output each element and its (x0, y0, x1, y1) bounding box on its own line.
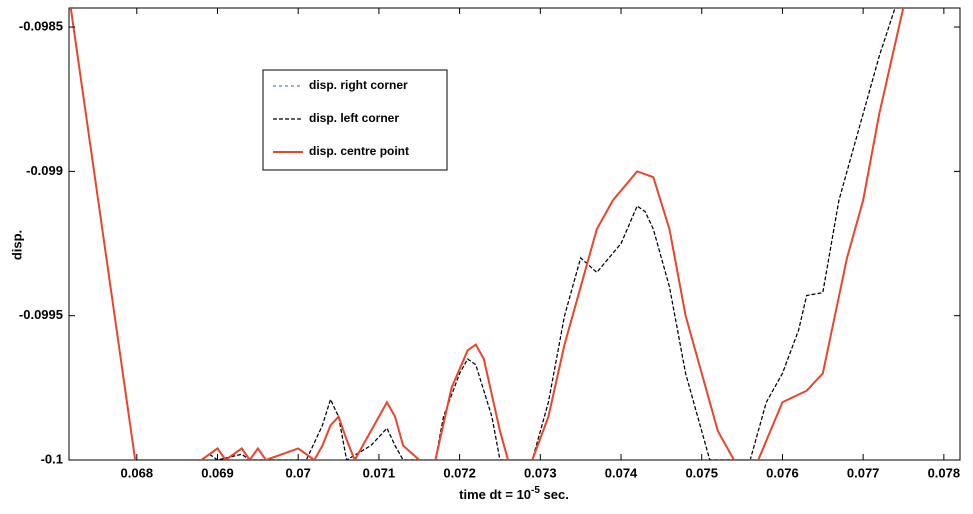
x-tick-label: 0.075 (685, 465, 718, 480)
plot-area (68, 7, 961, 461)
lines (69, 8, 905, 460)
y-tick-label: -0.1 (41, 451, 63, 466)
x-tick-label: 0.068 (121, 465, 154, 480)
legend-label: disp. right corner (309, 78, 408, 92)
series-line (69, 8, 905, 460)
series-line (70, 8, 896, 460)
x-tick-label: 0.069 (201, 465, 234, 480)
x-tick-label: 0.07 (286, 465, 311, 480)
x-label-sup: -5 (531, 485, 540, 496)
y-tick-label: -0.0995 (19, 307, 63, 322)
legend-box (262, 69, 448, 171)
y-tick-label: -0.0985 (19, 18, 63, 33)
y-tick-label: -0.099 (26, 163, 63, 178)
legend-label: disp. left corner (309, 111, 399, 125)
x-label-suffix: sec. (540, 487, 569, 502)
x-tick-label: 0.071 (363, 465, 396, 480)
x-tick-label: 0.077 (847, 465, 880, 480)
x-tick-label: 0.072 (443, 465, 476, 480)
x-tick-label: 0.076 (766, 465, 799, 480)
x-label-text: time dt = 10 (459, 487, 531, 502)
x-tick-label: 0.078 (928, 465, 961, 480)
x-tick-label: 0.074 (605, 465, 638, 480)
y-axis-label: disp. (9, 230, 24, 260)
x-axis-label: time dt = 10-5 sec. (459, 485, 569, 503)
legend-label: disp. centre point (309, 144, 409, 158)
x-tick-label: 0.073 (524, 465, 557, 480)
legend: disp. right corner disp. left corner disp.… (262, 69, 448, 171)
